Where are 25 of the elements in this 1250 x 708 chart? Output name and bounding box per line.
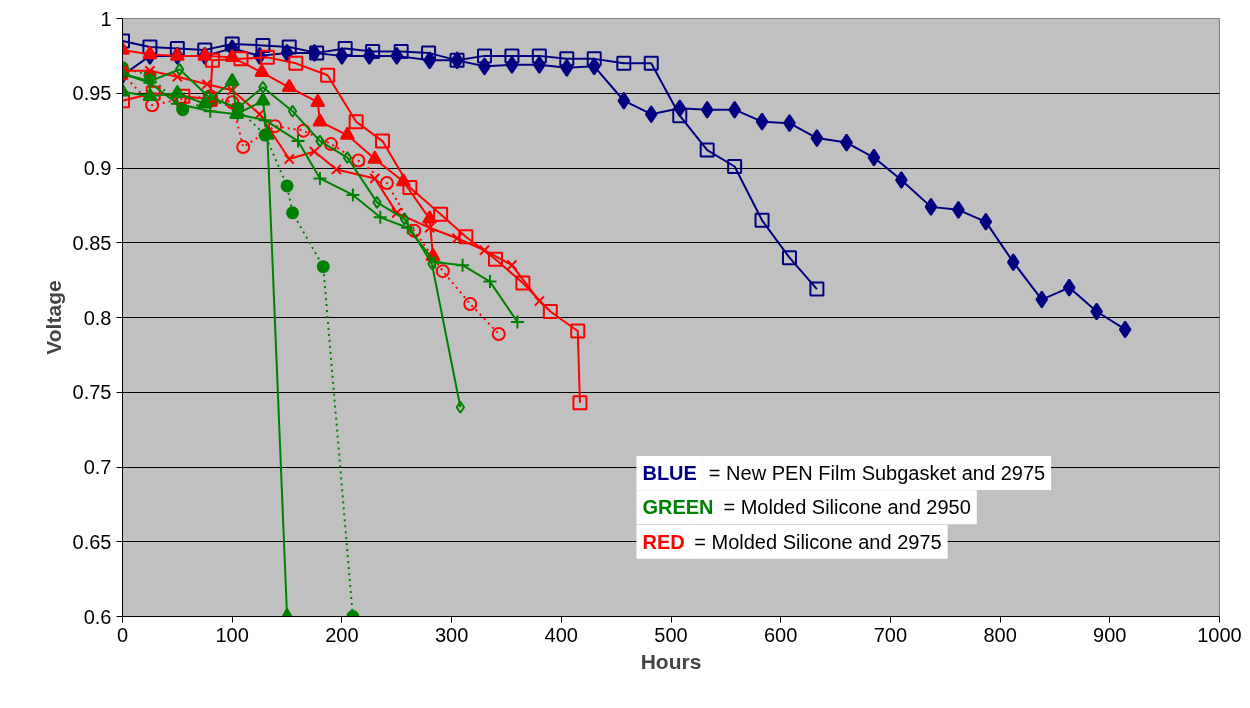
x-tick-label: 800: [983, 623, 1017, 646]
y-tick-label: 0.7: [83, 456, 112, 478]
x-tick-label: 600: [764, 623, 798, 646]
y-tick-label: 0.85: [72, 231, 112, 254]
y-tick-label: 0.75: [72, 381, 112, 404]
y-tick-label: 1: [100, 7, 112, 30]
annotation: GREEN = Molded Silicone and 2950: [642, 496, 971, 519]
x-axis-title: Hours: [640, 649, 702, 673]
x-tick-label: 700: [873, 623, 908, 646]
x-tick-label: 200: [325, 623, 359, 646]
x-tick-label: 0: [116, 623, 129, 646]
x-tick-label: 100: [215, 623, 249, 646]
annotation: RED = Molded Silicone and 2975: [642, 530, 942, 553]
x-tick-label: 500: [654, 623, 688, 646]
y-tick-label: 0.8: [83, 306, 112, 329]
y-tick-label: 0.95: [72, 82, 112, 105]
x-tick-label: 300: [434, 623, 469, 646]
y-tick-label: 0.9: [83, 157, 112, 179]
x-tick-label: 900: [1093, 623, 1127, 646]
y-axis-title: Voltage: [41, 280, 65, 355]
annotation: BLUE = New PEN Film Subgasket and 2975: [642, 461, 1046, 484]
x-tick-label: 400: [544, 623, 578, 646]
y-tick-label: 0.65: [72, 530, 112, 553]
y-tick-label: 0.6: [83, 605, 112, 628]
x-tick-label: 1000: [1197, 623, 1242, 646]
